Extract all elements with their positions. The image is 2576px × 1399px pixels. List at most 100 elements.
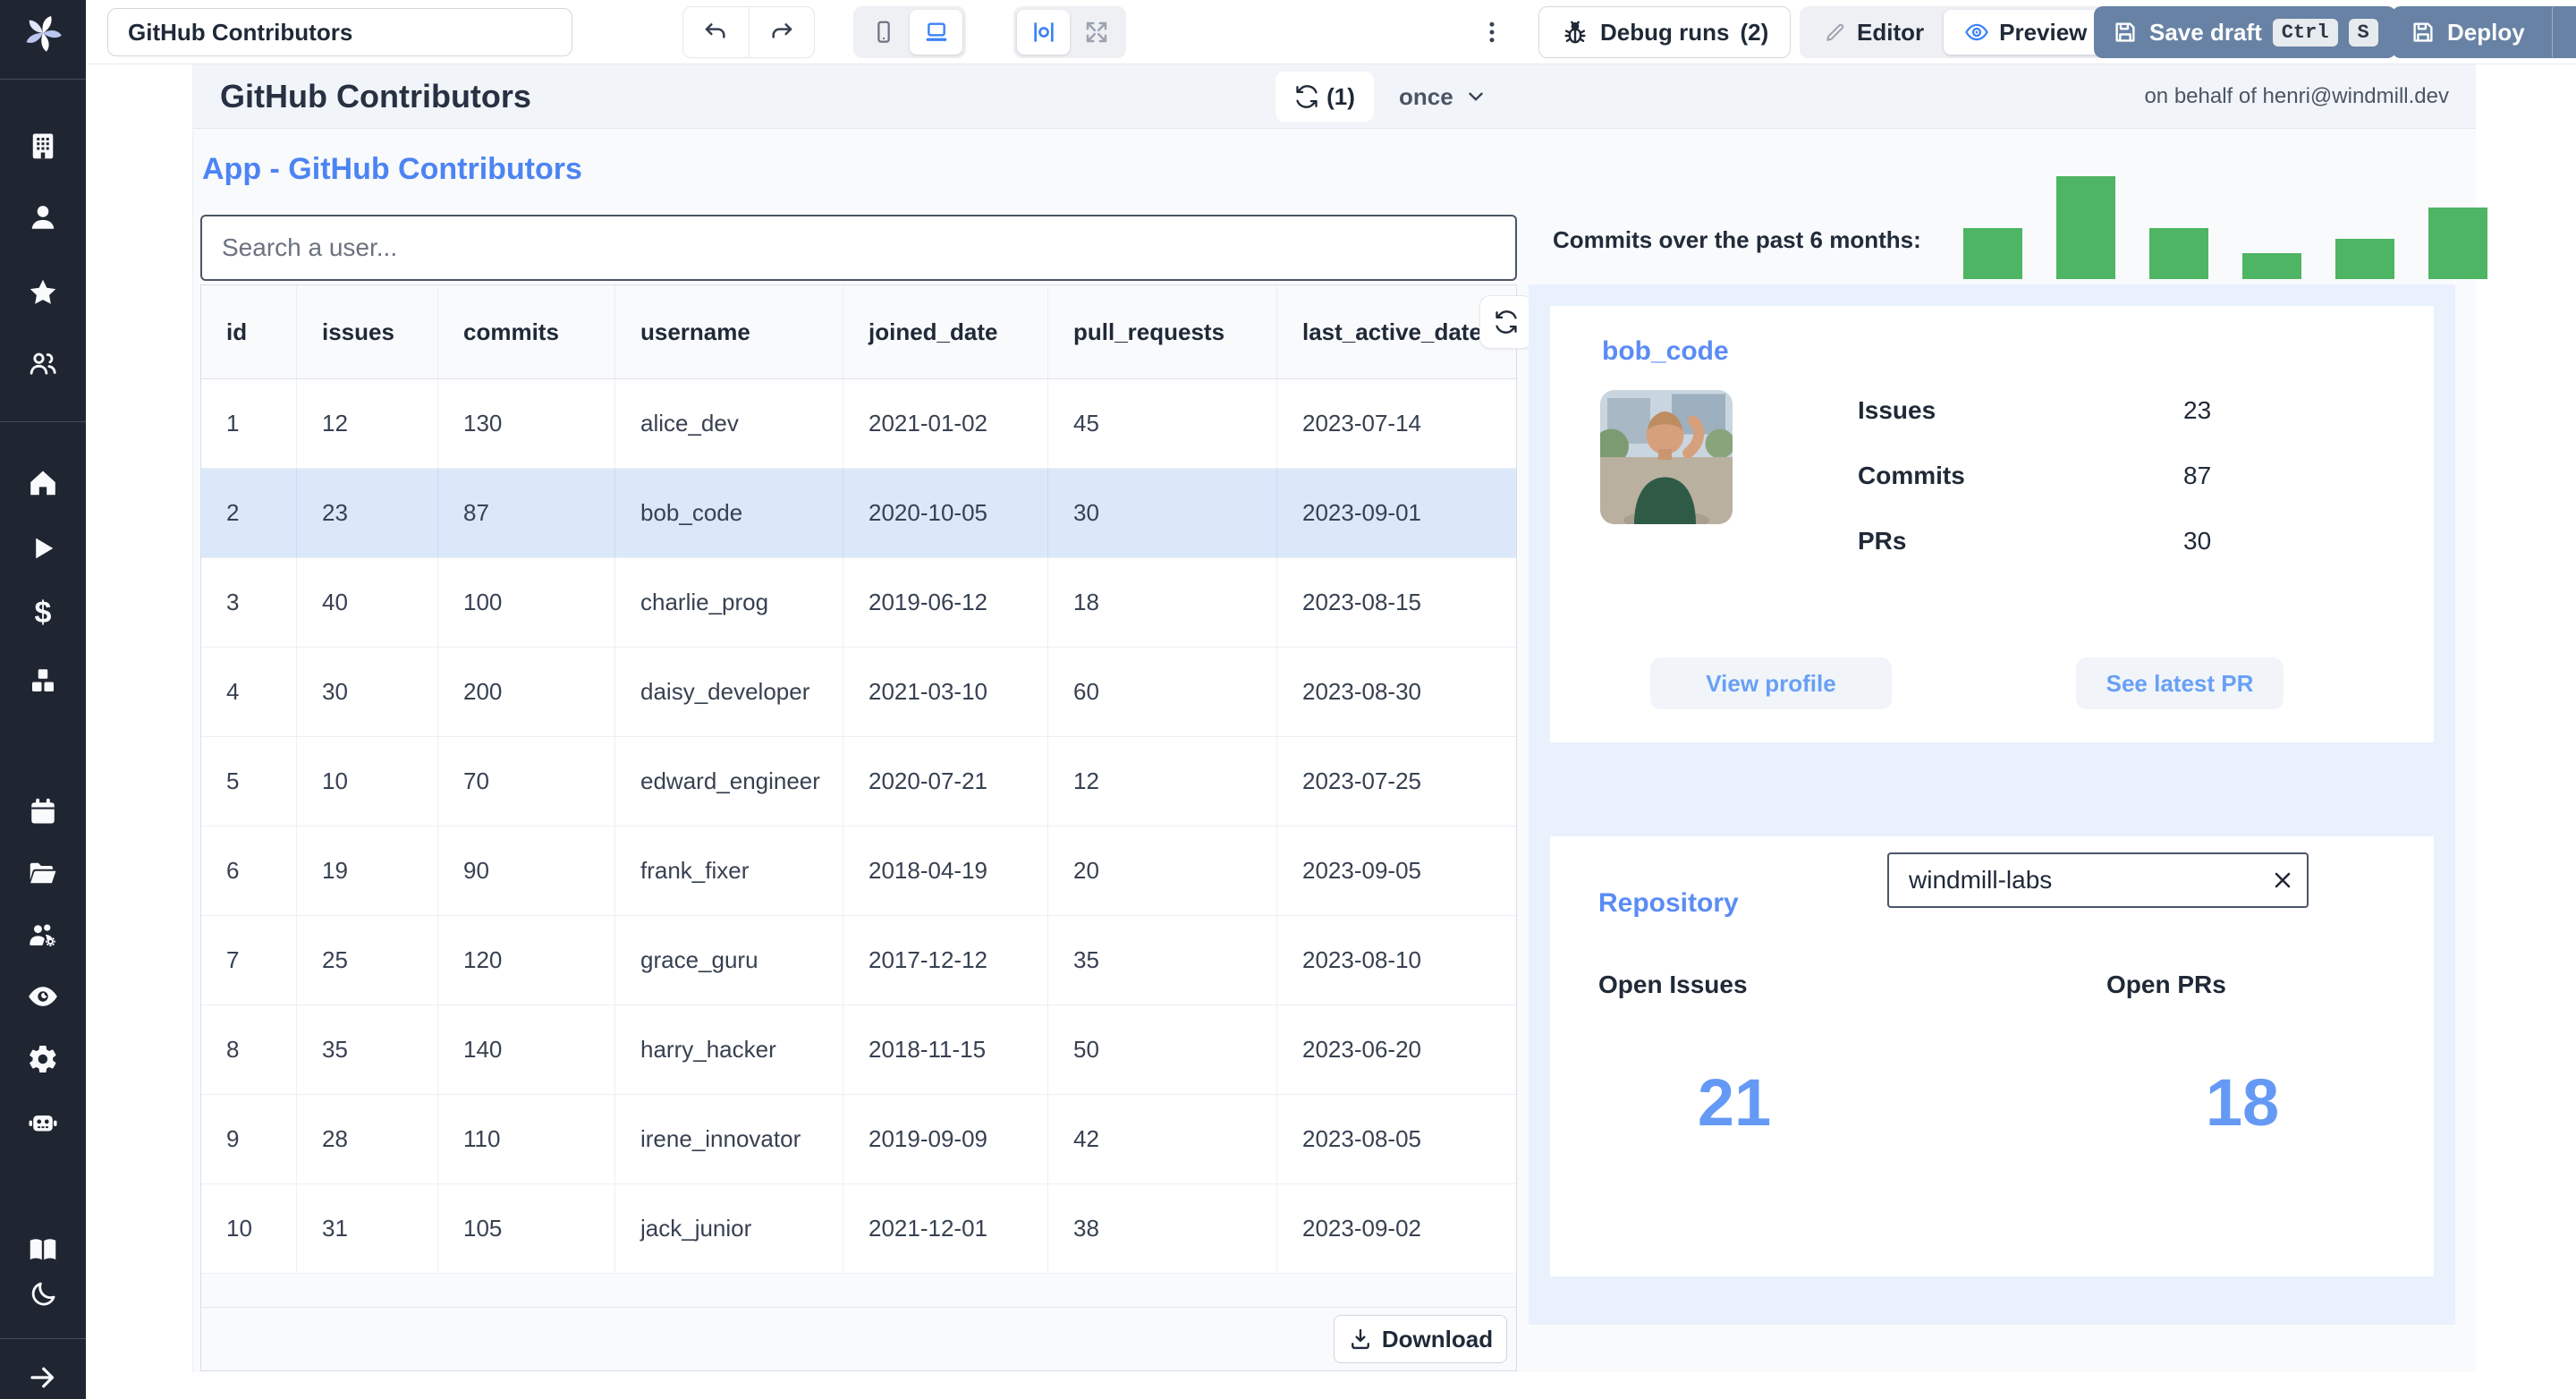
table-cell: 2017-12-12 (843, 916, 1048, 1005)
table-body: 1 12 130 alice_dev 2021-01-02 45 2023-07-14 2 23… (201, 379, 1516, 1274)
star-icon[interactable] (0, 276, 86, 309)
table-cell: 3 (201, 558, 297, 647)
table-cell: 31 (297, 1184, 438, 1273)
table-cell: 2020-07-21 (843, 737, 1048, 826)
stat-row: PRs 30 (1858, 508, 2359, 573)
align-center-button[interactable] (1017, 10, 1070, 55)
table-row[interactable]: 4 30 200 daisy_developer 2021-03-10 60 2023-08… (201, 648, 1516, 737)
table-cell: harry_hacker (615, 1005, 843, 1094)
table-cell: alice_dev (615, 379, 843, 468)
tab-preview[interactable]: Preview (1944, 10, 2107, 55)
dollar-icon[interactable]: $ (34, 596, 52, 630)
stat-label: PRs (1858, 526, 1907, 555)
kebab-menu-icon[interactable] (1474, 6, 1510, 58)
table-cell: 2018-04-19 (843, 827, 1048, 915)
debug-runs-button[interactable]: Debug runs (2) (1538, 6, 1792, 58)
column-header[interactable]: joined_date (843, 285, 1048, 378)
debug-runs-label: Debug runs (1600, 18, 1730, 46)
table-row[interactable]: 8 35 140 harry_hacker 2018-11-15 50 2023-06-20 (201, 1005, 1516, 1095)
table-row[interactable]: 10 31 105 jack_junior 2021-12-01 38 2023-09-02 (201, 1184, 1516, 1274)
table-cell: 2021-03-10 (843, 648, 1048, 736)
column-header[interactable]: issues (297, 285, 438, 378)
table-row[interactable]: 6 19 90 frank_fixer 2018-04-19 20 2023-09-05 (201, 827, 1516, 916)
table-row[interactable]: 7 25 120 grace_guru 2017-12-12 35 2023-08-10 (201, 916, 1516, 1005)
arrow-right-icon[interactable] (0, 1361, 86, 1394)
undo-button[interactable] (683, 7, 749, 57)
editor-preview-toggle: Editor Preview (1800, 6, 2111, 58)
users-gear-icon[interactable] (0, 919, 86, 951)
clear-input-icon[interactable] (2269, 867, 2296, 894)
calendar-icon[interactable] (0, 795, 86, 827)
play-runs-icon[interactable] (0, 532, 86, 564)
desktop-view-button[interactable] (910, 10, 962, 55)
app-refresh-button[interactable]: (1) (1275, 72, 1374, 122)
table-cell: 50 (1048, 1005, 1277, 1094)
mobile-view-button[interactable] (857, 10, 910, 55)
table-cell: 87 (438, 469, 615, 557)
table-cell: 2023-08-30 (1302, 678, 1421, 705)
column-header[interactable]: commits (438, 285, 615, 378)
commit-bar (2149, 228, 2208, 279)
table-cell: 18 (1048, 558, 1277, 647)
gear-icon[interactable] (0, 1043, 86, 1075)
download-icon (1351, 1328, 1369, 1350)
table-cell: jack_junior (615, 1184, 843, 1273)
sidebar-divider (0, 1338, 86, 1339)
table-cell: 19 (297, 827, 438, 915)
table-cell: 60 (1048, 648, 1277, 736)
column-header[interactable]: pull_requests (1048, 285, 1277, 378)
deploy-button[interactable]: Deploy (2392, 6, 2576, 58)
stat-value: 87 (2183, 461, 2212, 489)
profile-username: bob_code (1602, 336, 1729, 366)
column-header[interactable]: last_active_date (1302, 318, 1482, 345)
folder-icon[interactable] (0, 857, 86, 889)
detail-panel: bob_code (1529, 284, 2455, 1325)
column-header[interactable]: username (615, 285, 843, 378)
tab-editor[interactable]: Editor (1803, 10, 1944, 55)
see-latest-pr-button[interactable]: See latest PR (2076, 657, 2284, 709)
table-cell: 2019-06-12 (843, 558, 1048, 647)
table-row[interactable]: 9 28 110 irene_innovator 2019-09-09 42 2023-08… (201, 1095, 1516, 1184)
table-cell: 2021-01-02 (843, 379, 1048, 468)
table-cell: 120 (438, 916, 615, 1005)
table-cell: 10 (297, 737, 438, 826)
download-button[interactable]: Download (1334, 1315, 1507, 1363)
home-icon[interactable] (0, 467, 86, 499)
users-icon[interactable] (0, 347, 86, 379)
redo-button[interactable] (750, 7, 815, 57)
app-name-input[interactable] (107, 8, 572, 56)
column-header[interactable]: id (201, 285, 297, 378)
save-draft-button[interactable]: Save draft Ctrl S (2094, 6, 2396, 58)
preview-label: Preview (1999, 18, 2088, 46)
moon-icon[interactable] (0, 1278, 86, 1310)
view-profile-button[interactable]: View profile (1650, 657, 1892, 709)
table-cell: irene_innovator (615, 1095, 843, 1183)
eye-icon[interactable] (0, 980, 86, 1013)
deploy-dropdown-chevron[interactable] (2563, 21, 2576, 44)
book-icon[interactable] (0, 1234, 86, 1266)
table-row[interactable]: 1 12 130 alice_dev 2021-01-02 45 2023-07-14 (201, 379, 1516, 469)
table-cell: 2018-11-15 (843, 1005, 1048, 1094)
workspace-building-icon[interactable] (0, 130, 86, 162)
contributors-table: id issues commits username joined_date pull_r… (200, 284, 1517, 1371)
download-label: Download (1381, 1325, 1494, 1352)
table-cell: 25 (297, 916, 438, 1005)
search-user-input[interactable] (200, 215, 1517, 281)
expand-icon[interactable] (1070, 10, 1123, 55)
table-cell: 2023-09-05 (1302, 857, 1421, 884)
cubes-icon[interactable] (0, 665, 86, 697)
schedule-dropdown[interactable]: once (1399, 64, 1487, 129)
table-refresh-button[interactable] (1479, 295, 1533, 349)
table-row[interactable]: 3 40 100 charlie_prog 2019-06-12 18 2023-08-15 (201, 558, 1516, 648)
open-issues-value: 21 (1697, 1065, 1772, 1140)
repository-input[interactable] (1889, 854, 2307, 906)
table-cell: 2023-09-01 (1302, 499, 1421, 526)
divider (2551, 7, 2553, 57)
windmill-logo-icon[interactable] (0, 11, 86, 55)
table-row[interactable]: 2 23 87 bob_code 2020-10-05 30 2023-09-01 (201, 469, 1516, 558)
commit-bar (2056, 176, 2115, 279)
robot-icon[interactable] (0, 1106, 86, 1139)
table-row[interactable]: 5 10 70 edward_engineer 2020-07-21 12 2023-07-… (201, 737, 1516, 827)
user-icon[interactable] (0, 201, 86, 233)
